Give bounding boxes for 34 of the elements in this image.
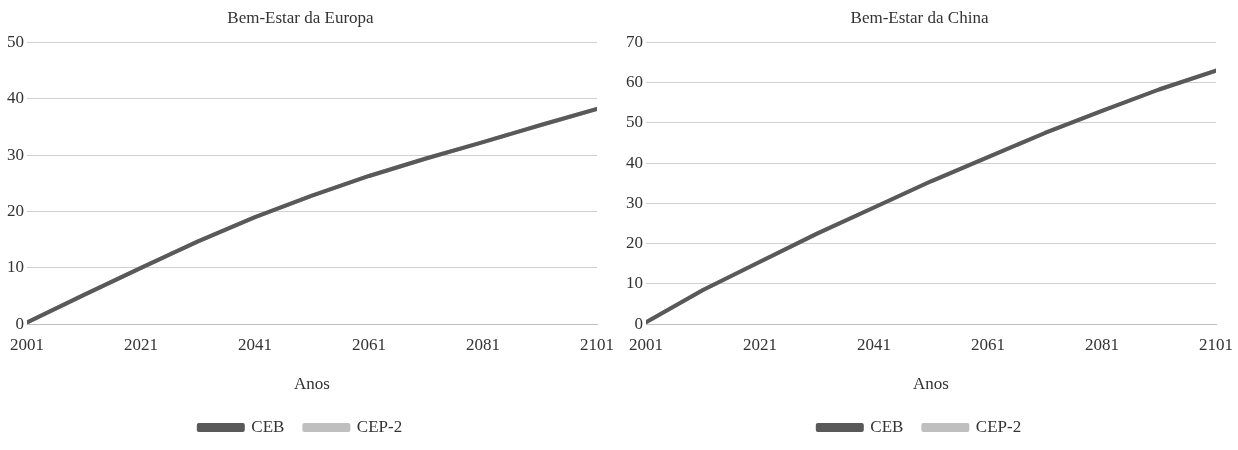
y-tick-label: 40: [626, 152, 643, 172]
y-tick-label: 30: [626, 192, 643, 212]
y-tick-label: 70: [626, 31, 643, 51]
y-tick-label: 0: [15, 313, 24, 333]
y-tick-label: 50: [626, 112, 643, 132]
legend-label: CEB: [251, 416, 285, 436]
y-tick-label: 30: [7, 144, 24, 164]
x-tick-label: 2061: [352, 334, 386, 354]
y-tick-label: 20: [626, 233, 643, 253]
legend-label: CEB: [870, 416, 904, 436]
x-tick-label: 2041: [857, 334, 891, 354]
x-tick-label: 2021: [743, 334, 777, 354]
x-axis-title: Anos: [913, 374, 949, 394]
legend-label: CEP-2: [356, 416, 403, 436]
y-tick-label: 10: [626, 273, 643, 293]
x-tick-label: 2081: [1085, 334, 1119, 354]
x-axis-title: Anos: [294, 374, 330, 394]
x-tick-label: 2021: [124, 334, 158, 354]
y-tick-label: 40: [7, 88, 24, 108]
chart-title: Bem-Estar da China: [850, 7, 989, 27]
x-tick-label: 2101: [580, 334, 614, 354]
y-tick-label: 0: [634, 313, 643, 333]
y-tick-label: 60: [626, 72, 643, 92]
x-tick-label: 2081: [466, 334, 500, 354]
legend-label: CEP-2: [975, 416, 1022, 436]
y-tick-label: 20: [7, 200, 24, 220]
x-tick-label: 2001: [10, 334, 44, 354]
y-tick-label: 10: [7, 257, 24, 277]
x-tick-label: 2001: [629, 334, 663, 354]
x-tick-label: 2041: [238, 334, 272, 354]
x-tick-label: 2101: [1199, 334, 1233, 354]
chart-title: Bem-Estar da Europa: [227, 7, 375, 27]
x-tick-label: 2061: [971, 334, 1005, 354]
y-tick-label: 50: [7, 31, 24, 51]
